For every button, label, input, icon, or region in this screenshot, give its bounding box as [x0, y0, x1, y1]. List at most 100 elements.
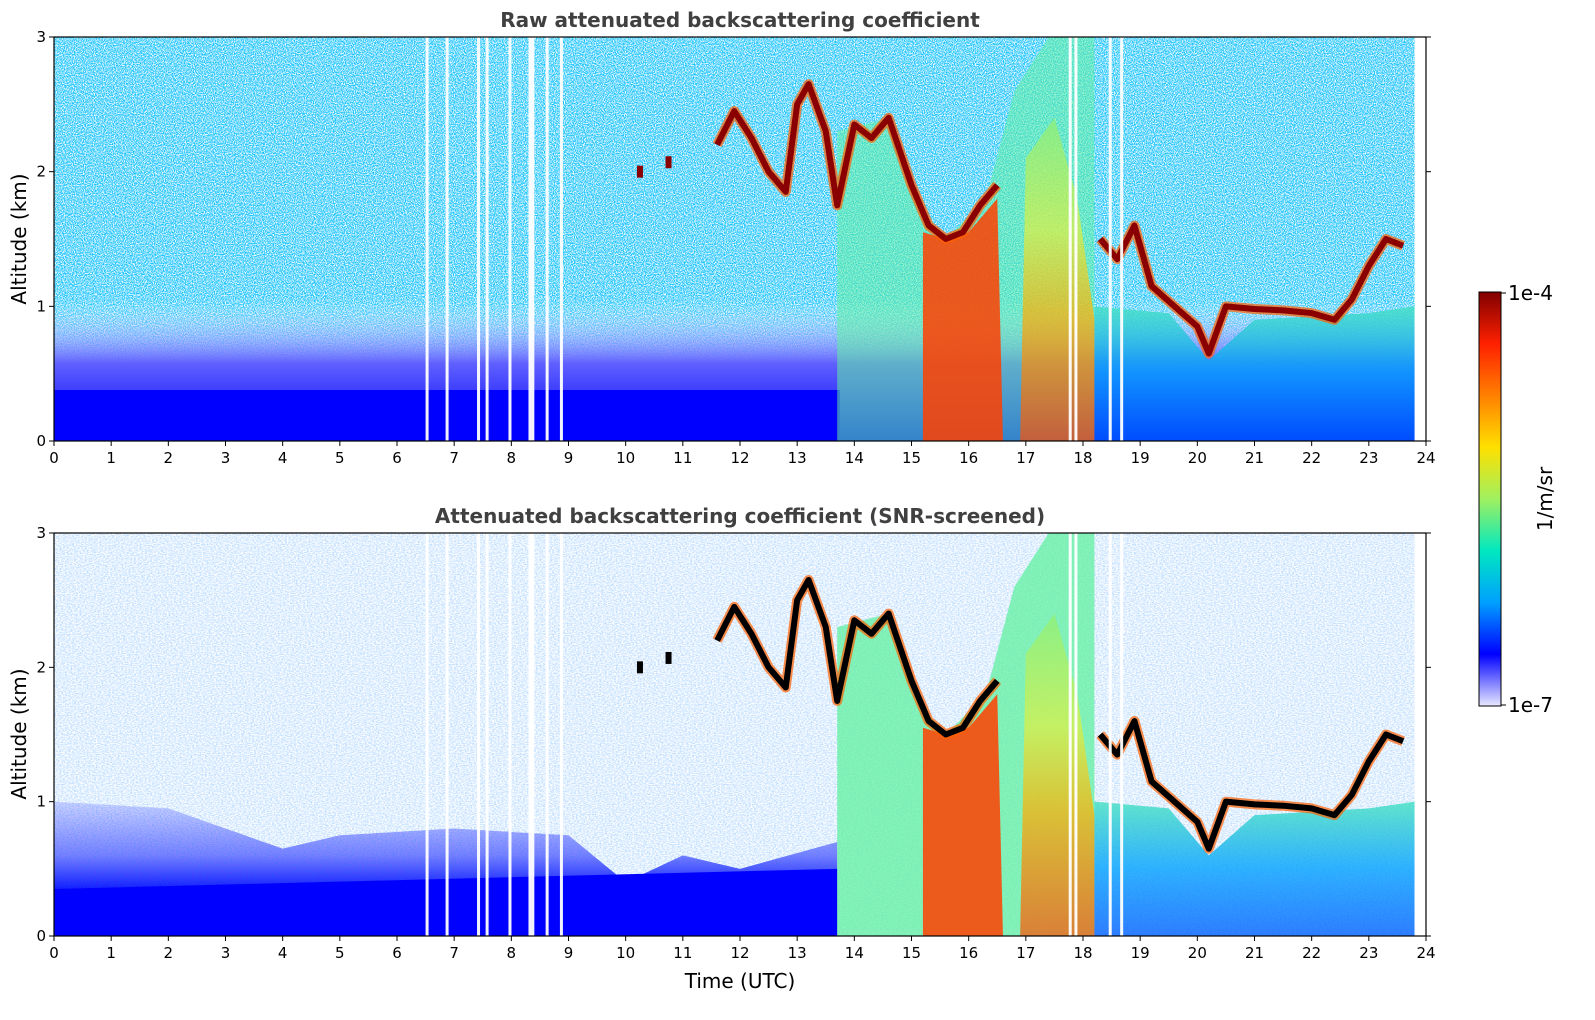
x-tick-label: 21 [1245, 449, 1264, 467]
colorbar-units-label: 1/m/sr [1533, 466, 1557, 531]
x-tick-label: 7 [449, 449, 459, 467]
top-y-axis-label: Altitude (km) [7, 173, 31, 304]
missing-profile [425, 37, 429, 441]
x-tick-label: 19 [1131, 944, 1150, 962]
y-tick-label: 1 [36, 793, 46, 811]
missing-profile [528, 533, 532, 936]
y-tick-label: 2 [36, 658, 46, 676]
x-tick-label: 2 [164, 449, 174, 467]
raw-heatmap [54, 37, 1426, 441]
x-tick-label: 17 [1016, 944, 1035, 962]
colorbar-min-label: 1e-7 [1508, 693, 1553, 717]
cloud-layer [1097, 718, 1405, 852]
missing-profile [531, 37, 535, 441]
missing-profile [425, 533, 429, 936]
missing-profile [1108, 37, 1112, 441]
missing-profile [445, 533, 449, 936]
missing-profile [477, 533, 481, 936]
dense-aerosol-core [922, 198, 1003, 441]
x-tick-label: 11 [673, 944, 692, 962]
colorbar-gradient [1478, 291, 1502, 707]
x-tick-label: 6 [392, 449, 402, 467]
x-tick-label: 11 [673, 449, 692, 467]
bottom-y-axis-label: Altitude (km) [7, 668, 31, 799]
missing-profile [545, 533, 549, 936]
missing-profile [1074, 37, 1078, 441]
x-tick-label: 15 [902, 944, 921, 962]
x-tick-label: 17 [1016, 449, 1035, 467]
x-tick-label: 23 [1359, 944, 1378, 962]
top-chart-title: Raw attenuated backscattering coefficien… [500, 8, 980, 32]
x-tick-label: 7 [449, 944, 459, 962]
missing-profile [485, 533, 489, 936]
x-tick-label: 10 [616, 944, 635, 962]
cloud-layer [714, 577, 1000, 738]
y-tick-label: 1 [36, 297, 46, 315]
isolated-cloud [636, 661, 643, 674]
missing-profile [1074, 533, 1078, 936]
x-tick-label: 5 [335, 944, 345, 962]
evening-aerosol-layer [1094, 801, 1415, 936]
x-tick-label: 20 [1188, 944, 1207, 962]
x-tick-label: 16 [959, 449, 978, 467]
isolated-cloud [665, 156, 672, 169]
missing-profile [1120, 533, 1124, 936]
x-tick-label: 1 [106, 449, 116, 467]
raw-backscatter-panel: Raw attenuated backscattering coefficien… [7, 8, 1436, 467]
cloud-layer [714, 81, 1000, 242]
x-tick-label: 14 [845, 944, 864, 962]
no-data-strip [1414, 533, 1426, 936]
x-tick-label: 5 [335, 449, 345, 467]
bottom-chart-title: Attenuated backscattering coefficient (S… [435, 504, 1045, 528]
no-data-strip [1414, 37, 1426, 441]
x-tick-label: 3 [221, 449, 231, 467]
x-tick-label: 13 [788, 944, 807, 962]
missing-profile [1120, 37, 1124, 441]
x-tick-label: 16 [959, 944, 978, 962]
colorbar: 1e-4 1e-7 1/m/sr [1478, 281, 1557, 717]
x-tick-label: 9 [564, 449, 574, 467]
y-tick-label: 3 [36, 28, 46, 46]
missing-profile [1068, 37, 1072, 441]
y-tick-label: 3 [36, 524, 46, 542]
y-tick-label: 0 [36, 432, 46, 450]
missing-profile [531, 533, 535, 936]
missing-profile [485, 37, 489, 441]
screened-backscatter-panel: Attenuated backscattering coefficient (S… [7, 504, 1436, 993]
x-tick-label: 24 [1416, 449, 1435, 467]
missing-profile [1068, 533, 1072, 936]
x-tick-label: 14 [845, 449, 864, 467]
x-tick-label: 4 [278, 944, 288, 962]
missing-profile [545, 37, 549, 441]
x-tick-label: 24 [1416, 944, 1435, 962]
screened-heatmap [54, 533, 1426, 936]
x-tick-label: 0 [49, 449, 59, 467]
cloud-layer [1097, 222, 1405, 357]
x-tick-label: 22 [1302, 449, 1321, 467]
dense-aerosol-core [922, 694, 1003, 936]
y-tick-label: 0 [36, 927, 46, 945]
missing-profile [508, 37, 512, 441]
missing-profile [445, 37, 449, 441]
x-tick-label: 23 [1359, 449, 1378, 467]
x-tick-label: 13 [788, 449, 807, 467]
x-tick-label: 6 [392, 944, 402, 962]
x-tick-label: 19 [1131, 449, 1150, 467]
x-tick-label: 4 [278, 449, 288, 467]
x-tick-label: 3 [221, 944, 231, 962]
missing-profile [508, 533, 512, 936]
missing-profile [559, 533, 563, 936]
x-tick-label: 0 [49, 944, 59, 962]
x-tick-label: 10 [616, 449, 635, 467]
missing-profile [477, 37, 481, 441]
y-tick-label: 2 [36, 163, 46, 181]
x-tick-label: 18 [1073, 944, 1092, 962]
x-axis-label: Time (UTC) [684, 969, 796, 993]
evening-aerosol-layer [1094, 306, 1415, 441]
x-tick-label: 22 [1302, 944, 1321, 962]
x-tick-label: 9 [564, 944, 574, 962]
isolated-cloud [665, 651, 672, 664]
x-tick-label: 21 [1245, 944, 1264, 962]
x-tick-label: 2 [164, 944, 174, 962]
missing-profile [559, 37, 563, 441]
